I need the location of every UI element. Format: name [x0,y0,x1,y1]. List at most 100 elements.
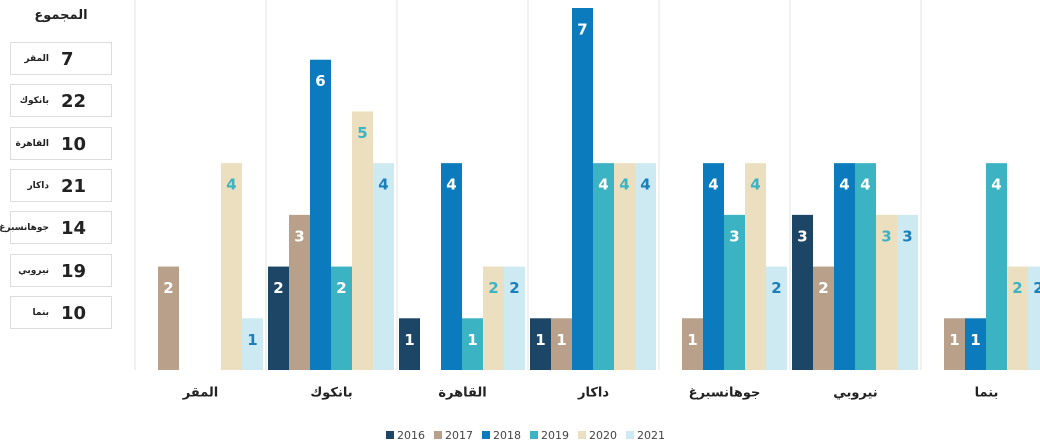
total-name: جوهانسبرغ [0,223,49,234]
legend-label: 2019 [541,429,569,442]
legend-label: 2021 [637,429,665,442]
data-label: 2 [771,279,781,297]
bar [876,214,897,370]
data-label: 3 [902,227,912,245]
bar [745,163,766,370]
bar [268,266,289,370]
legend-label: 2017 [445,429,473,442]
total-name: بنما [32,307,49,318]
bar [614,163,635,370]
total-value: 22 [61,91,87,113]
bar [530,318,551,370]
total-box: القاهرة 10 [10,126,112,160]
data-label: 4 [991,176,1001,194]
data-label: 1 [687,331,697,349]
bar [897,214,918,370]
data-label: 2 [818,279,828,297]
bar [724,214,745,370]
legend-label: 2020 [589,429,617,442]
total-name: المقر [24,54,49,64]
bar [834,163,855,370]
data-label: 2 [509,279,519,297]
data-label: 4 [378,176,388,194]
legend-swatch [578,431,586,439]
bar [855,163,876,370]
data-label: 1 [404,331,414,349]
legend-swatch [482,431,490,439]
x-tick-label: بانكوك [310,386,352,401]
data-label: 7 [577,21,587,39]
total-value: 10 [61,133,87,155]
data-label: 3 [797,227,807,245]
totals-title: المجموع [34,8,88,23]
legend-swatch [434,431,442,439]
total-name: بانكوك [19,96,49,107]
data-label: 3 [729,227,739,245]
data-label: 2 [1033,279,1040,297]
data-label: 1 [556,331,566,349]
bar [635,163,656,370]
x-tick-label: داكار [577,386,609,401]
total-name: القاهرة [15,138,49,149]
data-label: 2 [488,279,498,297]
legend-label: 2016 [397,429,425,442]
data-label: 4 [226,176,236,194]
x-tick-label: بنما [975,386,999,401]
bar [1007,266,1028,370]
bar [703,163,724,370]
bar [483,266,504,370]
total-value: 7 [61,49,74,70]
data-label: 2 [336,279,346,297]
total-box: نيروبي 19 [10,253,112,287]
bar [813,266,834,370]
bar [965,318,986,370]
data-label: 6 [315,72,325,90]
total-name: نيروبي [18,265,49,276]
bar [352,111,373,370]
bar [373,163,394,370]
x-tick-label: نيروبي [833,386,877,401]
legend-swatch [386,431,394,439]
x-tick-label: القاهرة [438,386,486,401]
total-box: المقر 7 [10,42,112,75]
data-label: 1 [247,331,257,349]
bar [792,214,813,370]
data-label: 1 [535,331,545,349]
data-label: 3 [881,227,891,245]
data-label: 4 [446,176,456,194]
data-label: 2 [273,279,283,297]
data-label: 4 [839,176,849,194]
bar [158,266,179,370]
data-label: 3 [294,227,304,245]
data-label: 4 [598,176,608,194]
total-value: 19 [61,260,87,282]
bar [399,318,420,370]
legend-label: 2018 [493,429,521,442]
x-tick-label: المقر [182,386,219,401]
bar [682,318,703,370]
data-label: 4 [640,176,650,194]
total-box: بانكوك 22 [10,84,112,118]
bar [504,266,525,370]
data-label: 4 [708,176,718,194]
total-name: داكار [27,180,50,191]
bar [331,266,352,370]
data-label: 1 [949,331,959,349]
data-label: 2 [1012,279,1022,297]
data-label: 4 [750,176,760,194]
data-label: 5 [357,124,367,142]
bar [986,163,1007,370]
total-box: داكار 21 [10,168,112,202]
bar [944,318,965,370]
legend-swatch [626,431,634,439]
data-label: 4 [860,176,870,194]
bar [289,214,310,370]
bar [593,163,614,370]
legend-swatch [530,431,538,439]
data-label: 4 [619,176,629,194]
total-value: 21 [61,175,87,197]
bar [766,266,787,370]
bar [242,318,263,370]
